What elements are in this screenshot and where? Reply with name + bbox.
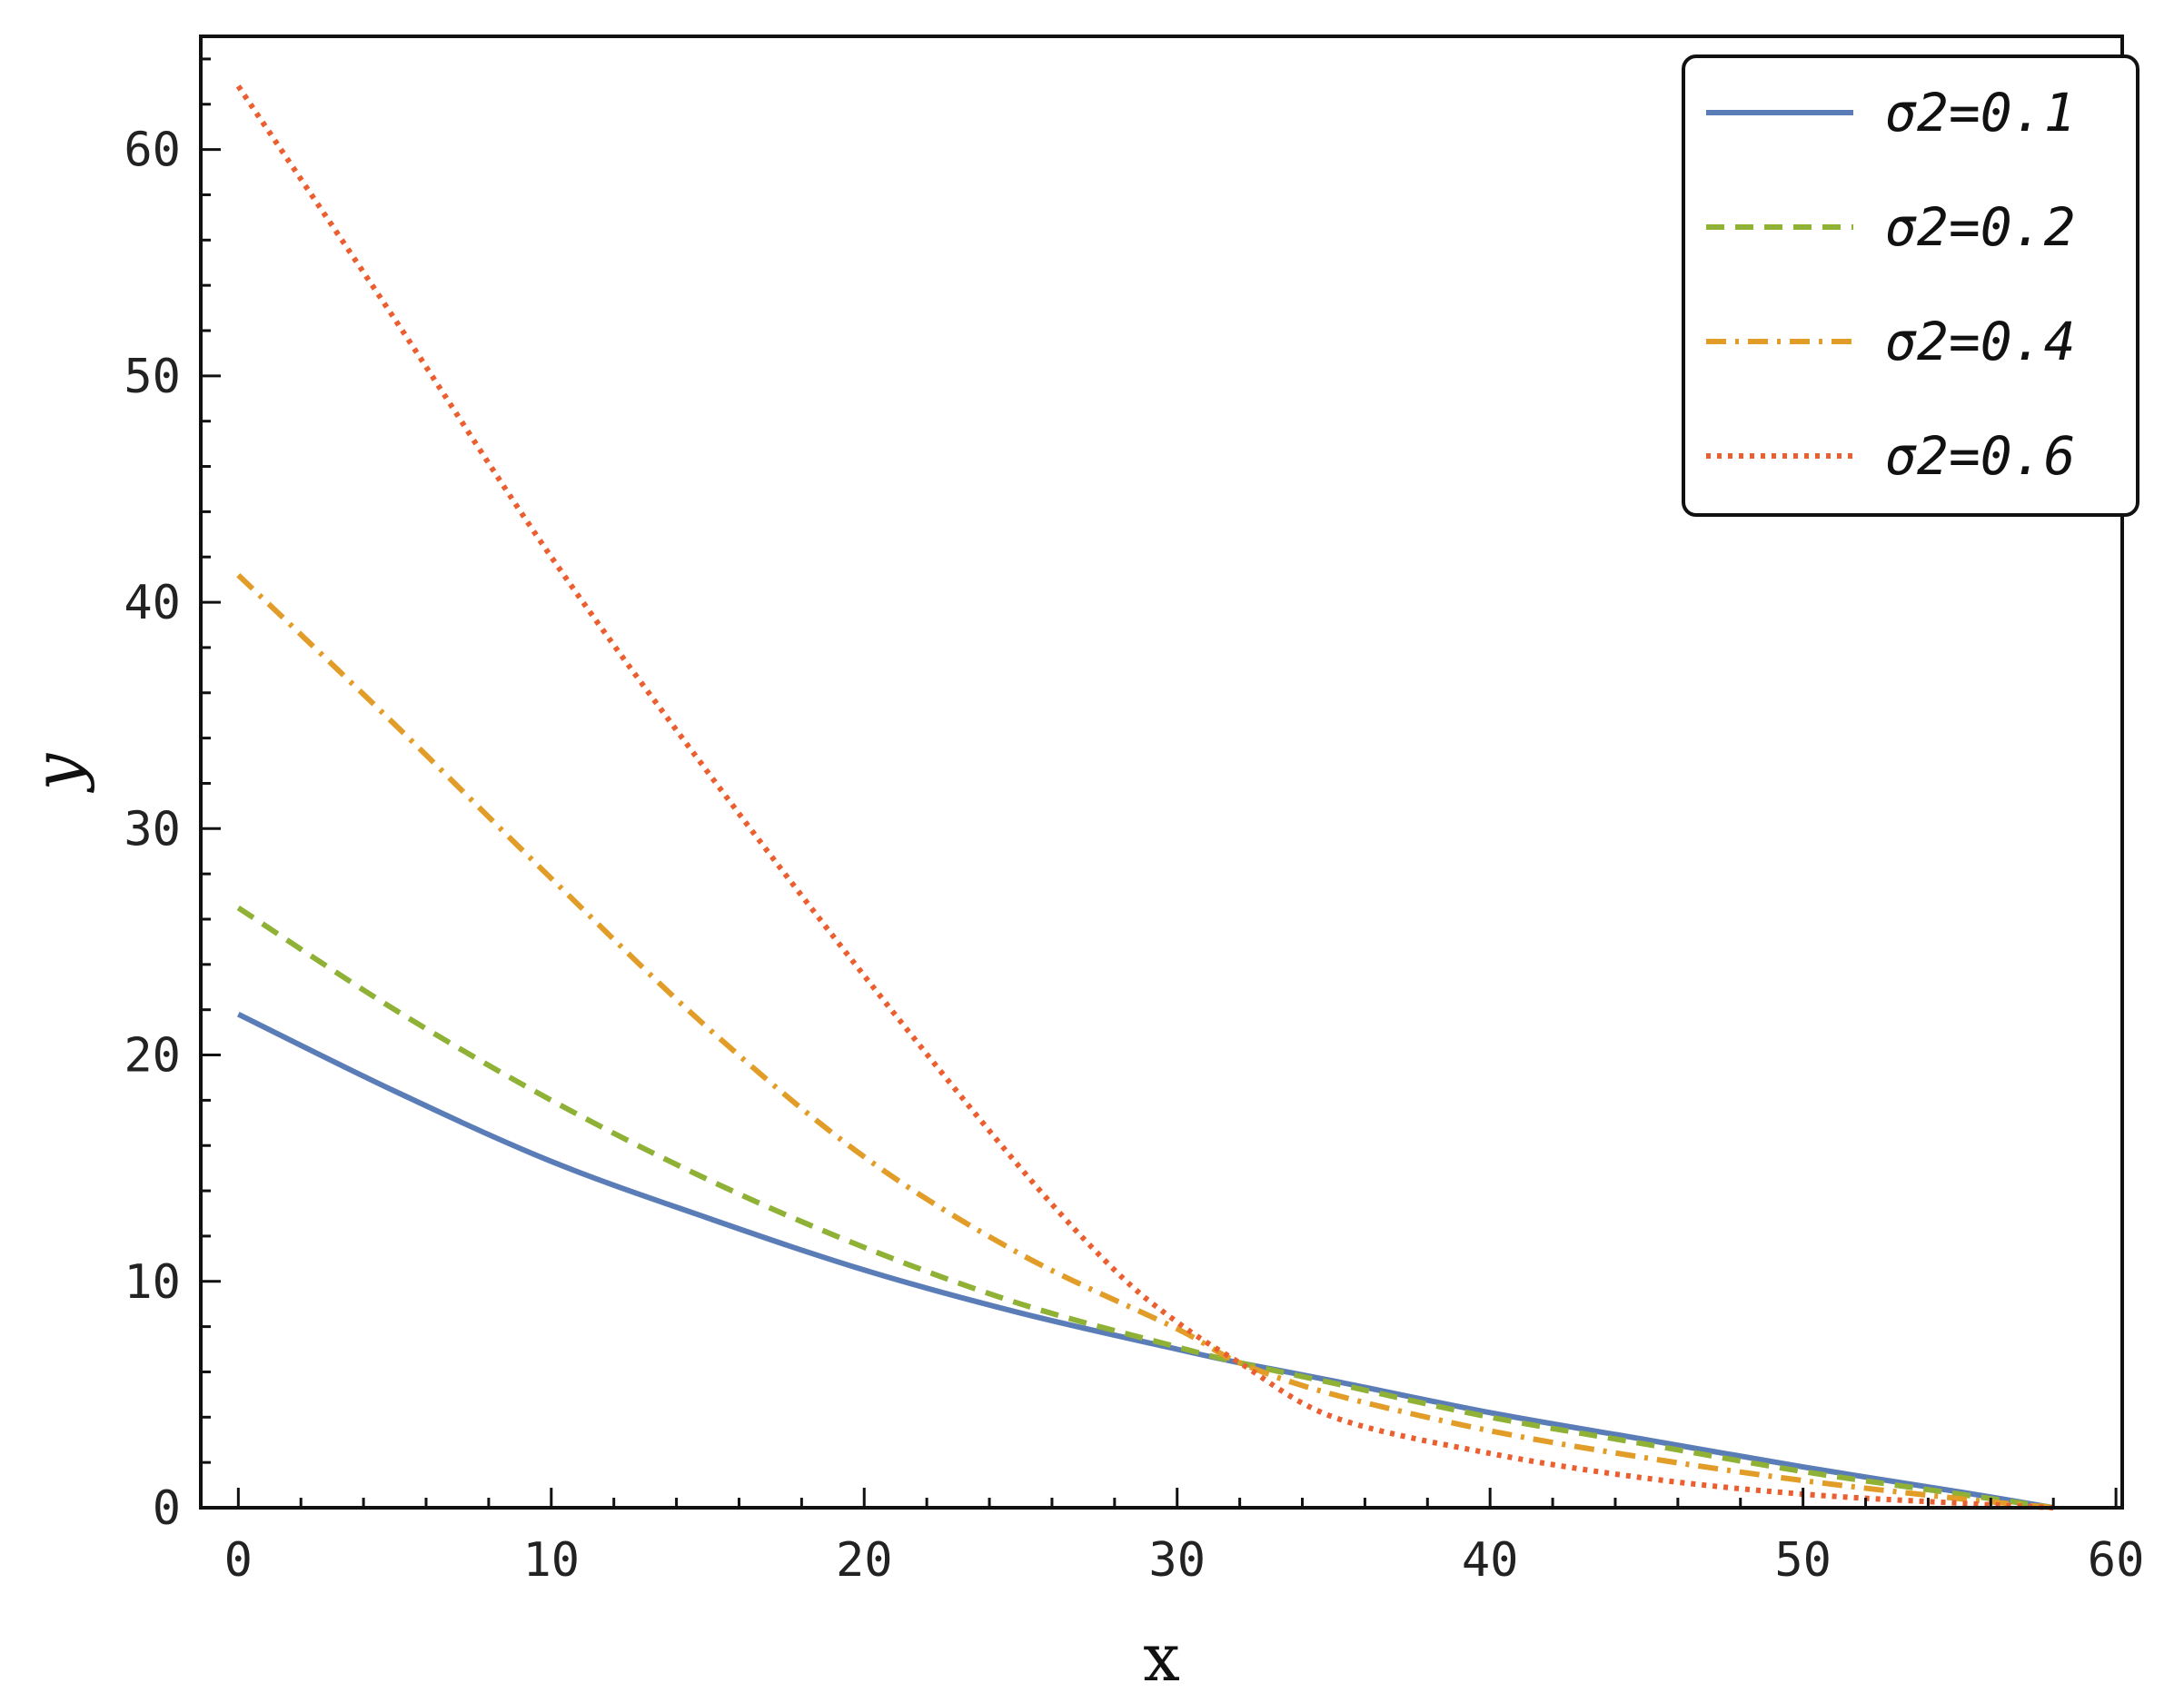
- y-axis-title: y: [19, 752, 95, 793]
- y-tick-label: 50: [124, 350, 181, 404]
- legend: σ2=0.1 σ2=0.2 σ2=0.4 σ2=0.6: [1682, 54, 2139, 517]
- series-line-2: [236, 905, 2054, 1510]
- y-tick-label: 40: [124, 576, 181, 630]
- legend-label-1: σ2=0.1: [1885, 82, 2076, 144]
- y-tick-label: 20: [124, 1029, 181, 1084]
- x-tick-label: 50: [1774, 1533, 1832, 1588]
- x-axis-ticks: 0 10 20 30 40 50 60: [224, 1488, 2145, 1588]
- x-tick-label: 40: [1462, 1533, 1519, 1588]
- legend-box: [1682, 54, 2139, 517]
- y-tick-label: 30: [124, 802, 181, 856]
- series-line-4: [235, 84, 2054, 1510]
- x-tick-label: 0: [224, 1533, 253, 1588]
- x-tick-label: 10: [522, 1533, 580, 1588]
- legend-label-2: σ2=0.2: [1885, 196, 2076, 258]
- x-tick-label: 20: [836, 1533, 893, 1588]
- legend-label-4: σ2=0.6: [1885, 425, 2076, 487]
- x-tick-label: 30: [1148, 1533, 1206, 1588]
- series-line-3: [236, 573, 2054, 1510]
- x-axis-title: x: [1143, 1619, 1180, 1696]
- series-lines: [235, 84, 2054, 1510]
- y-tick-label: 60: [124, 124, 181, 178]
- series-line-1: [236, 1012, 2054, 1510]
- y-axis-ticks: 0 10 20 30 40 50 60: [124, 57, 221, 1536]
- legend-label-3: σ2=0.4: [1885, 311, 2076, 372]
- y-tick-label: 0: [153, 1481, 181, 1536]
- y-tick-label: 10: [124, 1255, 181, 1310]
- plot-frame: [199, 35, 2124, 1510]
- x-tick-label: 60: [2088, 1533, 2145, 1588]
